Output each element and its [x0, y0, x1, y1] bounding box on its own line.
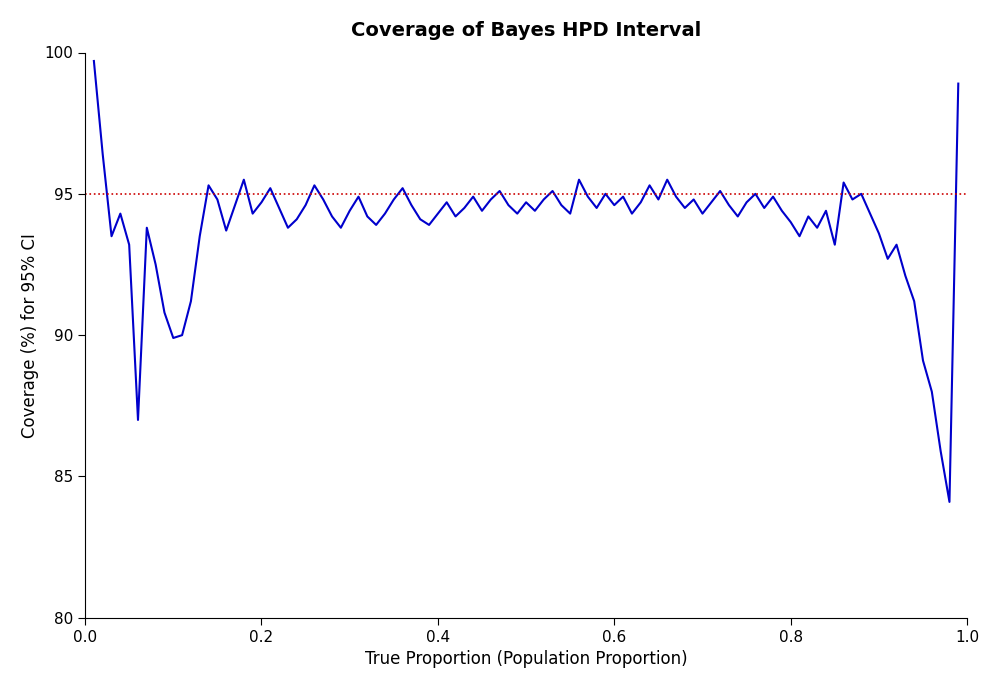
Y-axis label: Coverage (%) for 95% CI: Coverage (%) for 95% CI — [21, 233, 39, 438]
X-axis label: True Proportion (Population Proportion): True Proportion (Population Proportion) — [365, 650, 687, 668]
Title: Coverage of Bayes HPD Interval: Coverage of Bayes HPD Interval — [351, 21, 701, 40]
